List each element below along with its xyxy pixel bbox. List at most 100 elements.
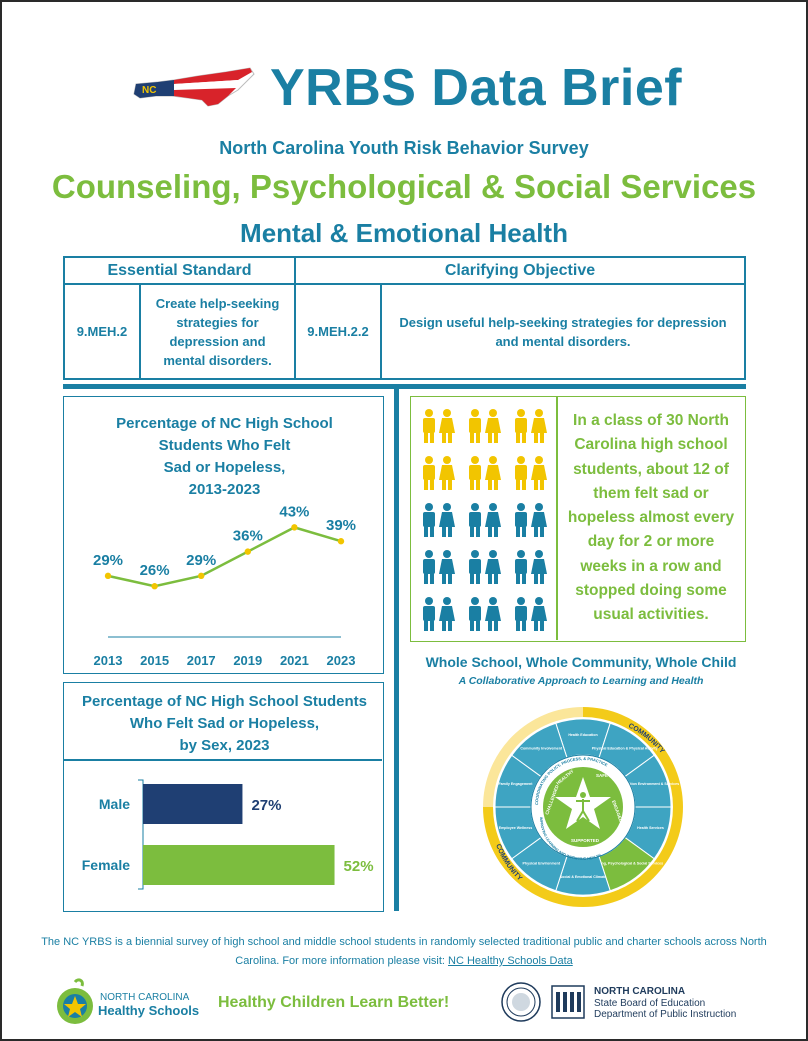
- student-head: [443, 456, 451, 464]
- sex-chart-title-line: Percentage of NC High School Students: [81, 693, 368, 710]
- student-head: [517, 597, 525, 605]
- student-leg: [476, 431, 480, 443]
- student-head: [471, 456, 479, 464]
- student-body: [485, 559, 501, 574]
- student-leg: [540, 619, 544, 631]
- caption-line: weeks in a row and: [580, 557, 722, 575]
- female-student-icon: [439, 503, 455, 537]
- student-head: [535, 456, 543, 464]
- student-body: [485, 606, 501, 621]
- icon-array-caption: In a class of 30 North Carolina high sch…: [561, 409, 741, 628]
- caption-line: stopped doing some: [575, 582, 727, 600]
- bar-category-label: Female: [82, 857, 130, 873]
- student-leg: [488, 431, 492, 443]
- student-body: [439, 418, 455, 433]
- bar-value-label: 27%: [251, 797, 281, 814]
- trend-data-point: [198, 572, 205, 580]
- student-leg: [488, 619, 492, 631]
- female-student-icon: [531, 409, 547, 443]
- clarifying-objective-header: Clarifying Objective: [296, 258, 744, 285]
- student-leg: [540, 478, 544, 490]
- student-leg: [540, 572, 544, 584]
- student-leg: [534, 525, 538, 537]
- trend-x-tick-label: 2013: [94, 653, 123, 668]
- student-leg: [430, 572, 434, 584]
- wscc-title: Whole School, Whole Community, Whole Chi…: [425, 654, 737, 670]
- student-body: [469, 512, 481, 527]
- healthy-schools-data-link[interactable]: NC Healthy Schools Data: [448, 955, 573, 967]
- female-student-icon: [485, 597, 501, 631]
- trend-chart-panel: Percentage of NC High School Students Wh…: [63, 396, 384, 674]
- trend-data-label: 43%: [279, 503, 309, 520]
- student-leg: [522, 619, 526, 631]
- trend-chart-title-line: Percentage of NC High School: [116, 415, 333, 432]
- student-leg: [540, 431, 544, 443]
- student-leg: [448, 619, 452, 631]
- student-leg: [424, 619, 428, 631]
- student-head: [489, 456, 497, 464]
- footer-note-text: The NC YRBS is a biennial survey of high…: [41, 936, 767, 967]
- caption-line: hopeless almost every: [567, 509, 735, 527]
- student-body: [423, 512, 435, 527]
- student-leg: [488, 478, 492, 490]
- trend-data-point: [151, 583, 158, 590]
- essential-standard-text: Create help-seeking strategies for depre…: [141, 285, 296, 378]
- trend-data-label: 39%: [326, 517, 356, 534]
- sex-chart-title: Percentage of NC High School Students Wh…: [64, 691, 385, 757]
- female-student-icon: [439, 597, 455, 631]
- male-student-icon: [469, 597, 481, 631]
- trend-data-label: 26%: [140, 562, 170, 579]
- footer-note: The NC YRBS is a biennial survey of high…: [40, 933, 768, 971]
- female-student-icon: [531, 503, 547, 537]
- student-leg: [424, 525, 428, 537]
- student-leg: [448, 478, 452, 490]
- student-body: [515, 418, 527, 433]
- student-body: [515, 559, 527, 574]
- caption-line: students, about 12 of: [573, 460, 729, 478]
- student-leg: [516, 619, 520, 631]
- student-body: [515, 465, 527, 480]
- female-student-icon: [485, 503, 501, 537]
- student-head: [535, 550, 543, 558]
- student-leg: [516, 431, 520, 443]
- caption-line: usual activities.: [593, 606, 709, 624]
- student-leg: [430, 619, 434, 631]
- wscc-subtitle: A Collaborative Approach to Learning and…: [458, 675, 704, 687]
- nc-healthy-schools-logo-icon: [57, 978, 93, 1024]
- student-body: [423, 559, 435, 574]
- student-figure-icon: [580, 792, 586, 798]
- wscc-model-diagram: COMMUNITY COMMUNITY Health EducationPhys…: [483, 707, 683, 907]
- student-head: [517, 409, 525, 417]
- map-letters: NC: [142, 85, 156, 96]
- male-student-icon: [515, 550, 527, 584]
- student-leg: [448, 572, 452, 584]
- female-student-icon: [439, 409, 455, 443]
- trend-x-tick-label: 2017: [187, 653, 216, 668]
- student-leg: [516, 525, 520, 537]
- student-head: [535, 503, 543, 511]
- student-body: [423, 465, 435, 480]
- student-body: [531, 606, 547, 621]
- student-leg: [470, 619, 474, 631]
- clarifying-objective-code: 9.MEH.2.2: [296, 285, 382, 378]
- student-leg: [516, 572, 520, 584]
- trend-chart-title-line: Sad or Hopeless,: [163, 459, 286, 476]
- dpi-logo-line-2: State Board of Education: [594, 998, 706, 1009]
- student-body: [469, 559, 481, 574]
- sex-chart-title-divider: [64, 759, 382, 761]
- trend-x-tick-label: 2023: [327, 653, 356, 668]
- student-leg: [534, 619, 538, 631]
- student-leg: [534, 431, 538, 443]
- community-band-arc: [483, 807, 583, 907]
- sex-chart-title-line: Who Felt Sad or Hopeless,: [129, 715, 320, 732]
- student-leg: [470, 478, 474, 490]
- student-leg: [534, 572, 538, 584]
- caption-line: In a class of 30 North: [573, 412, 729, 429]
- wscc-segment-label: Physical Environment: [522, 861, 560, 865]
- segment-group: Health Education Physical Education & Phy…: [494, 718, 679, 896]
- student-head: [489, 409, 497, 417]
- student-head: [471, 597, 479, 605]
- center-value-supported: SUPPORTED: [571, 838, 600, 843]
- female-student-icon: [531, 597, 547, 631]
